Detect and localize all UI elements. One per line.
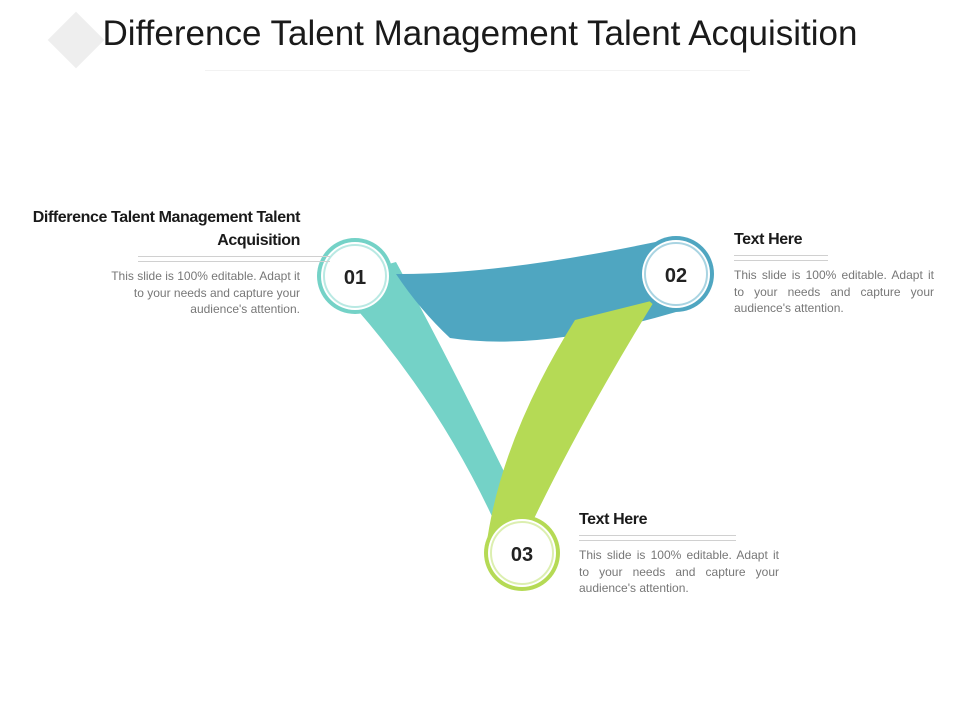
connector-band-01-03 <box>330 262 540 545</box>
step-02-body: This slide is 100% editable. Adapt it to… <box>734 268 934 315</box>
step-01-text-block: Difference Talent Management Talent Acqu… <box>30 206 330 318</box>
step-01-heading: Difference Talent Management Talent Acqu… <box>32 209 301 249</box>
step-03-number: 03 <box>511 544 533 566</box>
step-02-heading: Text Here <box>734 231 803 248</box>
step-03-heading: Text Here <box>579 511 648 528</box>
step-02-divider <box>734 255 828 261</box>
step-01-divider <box>138 256 330 262</box>
step-03-marker: 03 <box>484 515 560 591</box>
step-01-body: This slide is 100% editable. Adapt it to… <box>111 269 300 316</box>
step-01-marker: 01 <box>317 238 393 314</box>
step-03-divider <box>579 535 736 541</box>
step-02-number: 02 <box>665 265 687 287</box>
step-03-body: This slide is 100% editable. Adapt it to… <box>579 548 779 595</box>
connector-band-02-03 <box>486 300 655 548</box>
title-divider <box>205 70 750 71</box>
step-02-text-block: Text Here This slide is 100% editable. A… <box>734 228 934 317</box>
step-01-number: 01 <box>344 267 366 289</box>
step-02-marker: 02 <box>638 236 714 312</box>
step-03-text-block: Text Here This slide is 100% editable. A… <box>579 508 779 597</box>
page-title: Difference Talent Management Talent Acqu… <box>102 14 858 53</box>
